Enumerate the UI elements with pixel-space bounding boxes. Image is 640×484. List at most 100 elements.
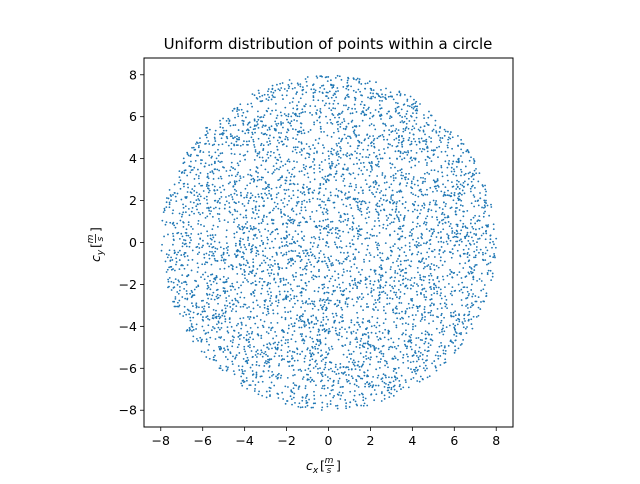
scatter-point	[342, 230, 345, 233]
scatter-point	[328, 260, 331, 263]
scatter-point	[421, 353, 424, 356]
scatter-point	[207, 331, 210, 334]
scatter-point	[265, 313, 268, 316]
scatter-point	[322, 213, 325, 216]
scatter-point	[492, 256, 495, 259]
scatter-point	[204, 134, 207, 136]
scatter-point	[219, 186, 221, 189]
scatter-point	[479, 308, 482, 310]
scatter-point	[440, 314, 443, 317]
scatter-point	[243, 140, 245, 143]
scatter-point	[445, 240, 448, 243]
scatter-point	[240, 284, 242, 287]
scatter-point	[477, 199, 480, 202]
scatter-point	[384, 328, 387, 331]
scatter-point	[185, 283, 188, 286]
scatter-point	[294, 114, 297, 117]
scatter-point	[452, 311, 455, 314]
scatter-point	[248, 306, 250, 308]
scatter-point	[237, 365, 240, 367]
scatter-point	[357, 360, 360, 363]
scatter-point	[331, 227, 334, 229]
scatter-point	[372, 139, 375, 142]
scatter-point	[371, 168, 373, 171]
scatter-point	[287, 113, 290, 115]
scatter-point	[400, 141, 403, 144]
scatter-point	[457, 193, 460, 195]
scatter-point	[328, 348, 331, 351]
scatter-point	[268, 186, 270, 189]
scatter-point	[402, 386, 405, 389]
scatter-point	[400, 190, 403, 193]
scatter-point	[317, 244, 320, 247]
scatter-point	[425, 122, 428, 124]
scatter-point	[411, 125, 414, 128]
scatter-point	[325, 102, 327, 105]
scatter-point	[252, 225, 255, 228]
scatter-point	[450, 270, 453, 273]
scatter-point	[351, 153, 354, 156]
scatter-point	[407, 104, 409, 107]
scatter-point	[204, 216, 207, 219]
scatter-point	[282, 122, 284, 124]
scatter-point	[492, 240, 494, 243]
scatter-point	[460, 171, 463, 173]
scatter-point	[427, 210, 430, 213]
scatter-point	[392, 98, 395, 101]
scatter-point	[367, 340, 369, 343]
scatter-point	[283, 113, 286, 115]
scatter-point	[284, 385, 287, 388]
scatter-point	[466, 233, 469, 236]
scatter-point	[462, 252, 465, 255]
scatter-point	[379, 96, 382, 99]
scatter-point	[311, 352, 314, 355]
scatter-point	[381, 172, 384, 174]
scatter-point	[366, 208, 368, 211]
scatter-point	[224, 307, 227, 310]
scatter-point	[348, 326, 351, 329]
scatter-point	[354, 256, 356, 259]
scatter-point	[211, 170, 214, 172]
scatter-point	[197, 168, 199, 171]
scatter-point	[276, 312, 279, 315]
scatter-point	[406, 307, 408, 310]
scatter-point	[310, 315, 313, 318]
scatter-point	[478, 227, 481, 230]
scatter-point	[167, 254, 170, 256]
scatter-point	[205, 340, 208, 343]
scatter-point	[218, 345, 220, 348]
scatter-point	[388, 381, 391, 384]
scatter-point	[236, 162, 239, 165]
scatter-point	[210, 263, 213, 266]
scatter-point	[196, 271, 199, 273]
scatter-point	[255, 350, 258, 353]
scatter-point	[242, 251, 244, 254]
scatter-point	[231, 308, 234, 310]
scatter-point	[355, 200, 358, 203]
scatter-point	[389, 246, 392, 249]
scatter-point	[474, 214, 476, 217]
scatter-point	[425, 228, 428, 231]
scatter-point	[264, 350, 267, 353]
scatter-point	[406, 287, 409, 290]
scatter-point	[392, 221, 395, 224]
scatter-point	[378, 330, 381, 333]
scatter-point	[416, 109, 419, 112]
scatter-point	[291, 355, 293, 357]
scatter-point	[196, 337, 198, 340]
scatter-point	[418, 225, 421, 227]
scatter-point	[390, 183, 393, 186]
scatter-point	[244, 187, 247, 190]
scatter-point	[393, 388, 396, 391]
scatter-point	[433, 288, 436, 291]
scatter-point	[321, 168, 324, 171]
scatter-point	[359, 273, 362, 276]
scatter-point	[457, 180, 460, 183]
scatter-point	[459, 255, 462, 258]
scatter-point	[357, 386, 360, 388]
scatter-point	[390, 198, 392, 200]
scatter-point	[165, 206, 168, 209]
scatter-point	[221, 256, 224, 259]
scatter-point	[382, 226, 385, 229]
scatter-point	[311, 300, 313, 303]
